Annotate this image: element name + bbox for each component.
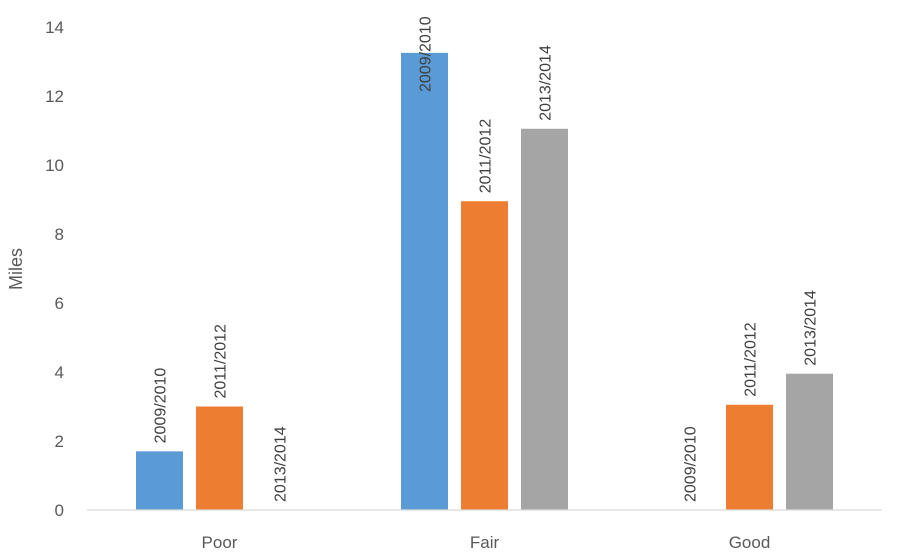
y-tick-label: 0 [55, 501, 64, 520]
y-axis-ticks: 0 2 4 6 8 10 12 14 [45, 18, 64, 520]
bar-data-label: 2013/2014 [538, 45, 555, 121]
bar-data-label: 2011/2012 [478, 119, 495, 194]
bar-data-labels: 2009/2010 2011/2012 2013/2014 2009/2010 2011… [153, 16, 820, 502]
y-tick-label: 14 [45, 18, 64, 37]
x-axis-ticks: Poor Fair Good [202, 533, 771, 552]
y-tick-label: 10 [45, 156, 64, 175]
bar [786, 373, 833, 510]
y-tick-label: 6 [55, 294, 64, 313]
y-tick-label: 8 [55, 225, 64, 244]
x-tick-label: Good [729, 533, 771, 552]
bar [136, 451, 183, 510]
bar-data-label: 2009/2010 [683, 426, 700, 502]
bar [196, 406, 243, 510]
x-tick-label: Fair [470, 533, 500, 552]
bar [401, 52, 448, 510]
bar-data-label: 2009/2010 [153, 368, 170, 444]
bar-data-label: 2009/2010 [418, 16, 435, 92]
y-tick-label: 4 [55, 363, 64, 382]
y-axis-title: Miles [6, 248, 26, 290]
bar [726, 404, 773, 510]
bar-data-label: 2011/2012 [743, 322, 760, 397]
y-tick-label: 12 [45, 87, 64, 106]
bar-data-label: 2013/2014 [273, 426, 290, 502]
bar-data-label: 2013/2014 [803, 290, 820, 366]
y-tick-label: 2 [55, 432, 64, 451]
bar [521, 128, 568, 510]
x-tick-label: Poor [202, 533, 238, 552]
bar [461, 201, 508, 510]
bars [136, 52, 833, 510]
bar-data-label: 2011/2012 [213, 324, 230, 399]
